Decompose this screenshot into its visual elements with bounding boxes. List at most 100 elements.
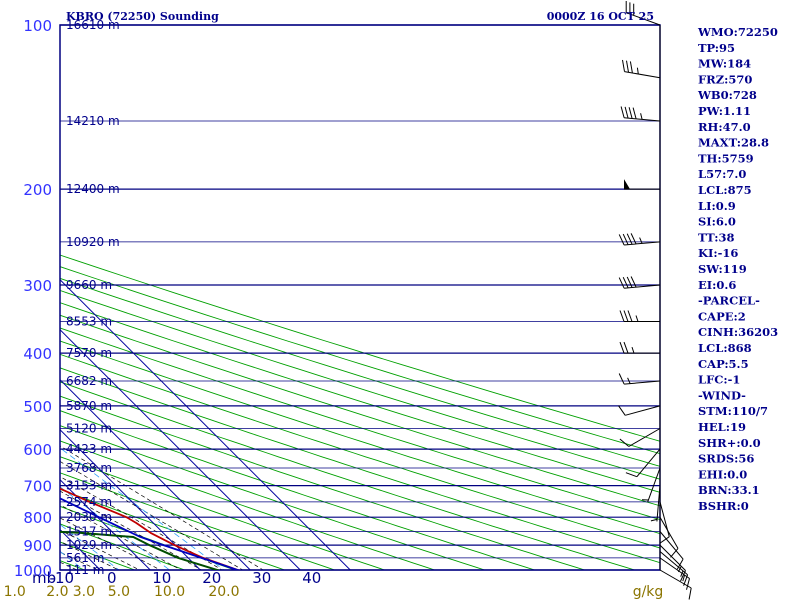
isotherm-line (0, 25, 12, 582)
height-label: 2574 m (66, 495, 112, 509)
stability-index-text: EHI:0.0 (698, 467, 747, 481)
wind-barb-flag (660, 537, 670, 544)
pressure-tick-label: 300 (23, 277, 52, 295)
stability-index-text: SW:119 (698, 262, 747, 276)
temperature-tick-label: 10 (152, 569, 171, 587)
wind-barb-flag (625, 107, 628, 118)
dry-adiabat-line (0, 25, 800, 582)
mixing-ratio-unit: g/kg (633, 584, 664, 600)
wind-barb-flag (624, 342, 628, 353)
wind-barb-flag (623, 277, 628, 288)
isobars (60, 25, 660, 570)
wind-barb-flag (630, 61, 632, 73)
stability-index-text: MAXT:28.8 (698, 136, 769, 150)
stability-index-text: CAP:5.5 (698, 357, 749, 371)
temperature-tick-label: 30 (252, 569, 271, 587)
height-label: 14210 m (66, 114, 120, 128)
dry-adiabat-line (0, 25, 64, 582)
station-title: KBRO (72250) Sounding (66, 10, 219, 23)
height-label: 4423 m (66, 442, 112, 456)
axis-labels: 0.10.20.61.02.03.05.010.020.0g/kg1002003… (0, 17, 663, 600)
mixing-ratio-tick-label: 1.0 (4, 584, 26, 600)
wind-barb (623, 60, 661, 78)
isotherms (0, 25, 362, 582)
wind-barb (642, 468, 660, 502)
height-label: 8553 m (66, 315, 112, 329)
wind-barb-flag (689, 588, 691, 600)
stability-index-text: CAPE:2 (698, 309, 746, 323)
wind-barb-half-flag (651, 519, 657, 521)
wind-barb-flag (619, 234, 624, 245)
stability-index-text: TP:95 (698, 41, 735, 55)
mixing-ratio-tick-label: 3.0 (73, 584, 95, 600)
pressure-tick-label: 500 (23, 398, 52, 416)
stability-index-text: FRZ:570 (698, 72, 752, 86)
wind-barb-staff (629, 429, 660, 447)
wind-barb-flag (629, 107, 632, 118)
dry-adiabat-line (0, 25, 14, 582)
stability-index-text: SHR+:0.0 (698, 436, 761, 450)
temperature-tick-label: 20 (202, 569, 221, 587)
pressure-tick-label: 800 (23, 509, 52, 527)
wind-barb-flag (687, 579, 690, 590)
wind-barb (624, 179, 660, 189)
parcel-profile-line (0, 105, 242, 572)
stability-index-text: TH:5759 (698, 151, 754, 165)
stability-index-text: LFC:-1 (698, 373, 740, 387)
stability-index-text: MW:184 (698, 57, 751, 71)
temperature-tick-label: 0 (107, 569, 117, 587)
y-axis-unit-label: mb (32, 569, 56, 587)
dry-adiabat-line (0, 25, 800, 582)
wind-barb-flag (620, 342, 624, 353)
wind-barb-flag (619, 406, 626, 416)
height-label: 2030 m (66, 510, 112, 524)
wind-barb-half-flag (632, 347, 634, 353)
isotherm-line (0, 25, 262, 582)
wind-barb-flag (620, 311, 624, 322)
pressure-tick-label: 600 (23, 441, 52, 459)
sounding-time: 0000Z 16 OCT 25 (547, 10, 654, 23)
stability-index-text: RH:47.0 (698, 120, 751, 134)
dry-adiabat-line (0, 25, 800, 582)
wind-barb-staff (660, 558, 690, 579)
stability-index-text: WB0:728 (697, 88, 757, 102)
wind-barb-staff (637, 449, 660, 477)
temperature-tick-label: 40 (302, 569, 321, 587)
wind-barb-flag (631, 233, 636, 244)
isotherm-line (0, 25, 362, 582)
dry-adiabat-line (0, 25, 800, 582)
height-label: 10920 m (66, 235, 120, 249)
wind-barb (619, 406, 661, 416)
wind-barb (619, 233, 660, 245)
wind-barb (621, 107, 660, 122)
pressure-tick-label: 900 (23, 537, 52, 555)
wind-barb-flag (627, 234, 632, 245)
stability-index-text: WMO:72250 (697, 25, 778, 39)
wind-barb (660, 545, 686, 581)
plot-frame (60, 25, 660, 570)
wind-barb-staff (625, 406, 660, 415)
wind-barb-staff (660, 552, 688, 575)
wind-barb-flag (623, 234, 628, 245)
stability-index-text: BRN:33.1 (698, 483, 760, 497)
wind-barb-flag (628, 311, 632, 322)
wind-barb-flag (621, 107, 624, 118)
stability-index-text: BSHR:0 (698, 499, 749, 513)
height-label: 9660 m (66, 278, 112, 292)
pressure-tick-label: 700 (23, 478, 52, 496)
wind-barb-flag (633, 108, 636, 119)
wind-barb (620, 311, 660, 322)
wind-barb-flag (619, 278, 624, 289)
pressure-tick-label: 100 (23, 17, 52, 35)
height-label: 7570 m (66, 346, 112, 360)
height-label: 5870 m (66, 399, 112, 413)
wind-barb (626, 449, 660, 477)
wind-barb-half-flag (636, 316, 638, 322)
height-label: 3768 m (66, 461, 112, 475)
stability-index-text: PW:1.11 (698, 104, 751, 118)
dry-adiabat-line (0, 25, 800, 582)
wind-barb-flag (623, 60, 625, 72)
stability-index-text: TT:38 (698, 230, 735, 244)
